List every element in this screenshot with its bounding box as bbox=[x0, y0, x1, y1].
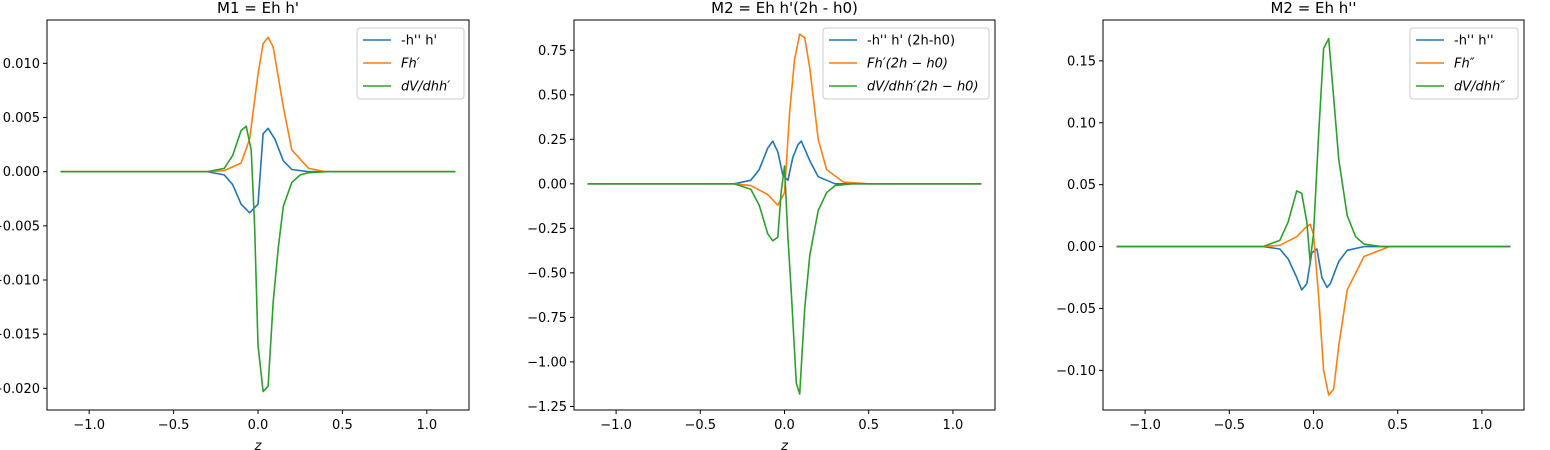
series-line-1-1 bbox=[60, 127, 456, 214]
legend-entry: Fh″ bbox=[1454, 57, 1475, 72]
legend: -h'' h'' Fh″ dV/dhh″ bbox=[1409, 27, 1519, 100]
y-tick-label: −0.010 bbox=[0, 274, 40, 289]
x-tick-label: 0.5 bbox=[858, 418, 879, 433]
x-axis-label: z bbox=[780, 439, 789, 450]
chart-title: M2 = Eh h'' bbox=[1270, 0, 1356, 17]
x-tick-label: 1.0 bbox=[1472, 418, 1493, 433]
x-tick-label: −1.0 bbox=[1129, 418, 1161, 433]
legend-entry: -h'' h'' bbox=[1454, 34, 1494, 49]
series-line-3-1 bbox=[1116, 245, 1511, 291]
y-tick-label: 0.75 bbox=[538, 44, 567, 59]
legend: -h'' h' (2h-h0) Fh′(2h − h0) dV/dhh′(2h − … bbox=[822, 27, 990, 100]
legend-frame bbox=[356, 27, 465, 100]
y-tick-label: −0.75 bbox=[527, 311, 567, 326]
x-tick-label: −0.5 bbox=[158, 418, 190, 433]
y-tick-label: −0.10 bbox=[1056, 364, 1096, 379]
legend-entry: Fh′(2h − h0) bbox=[867, 57, 948, 72]
chart-panel-2: −1.0 −0.5 0.0 0.5 1.0 0.75 0.50 0.25 0.00 −0.25 −0… bbox=[527, 0, 996, 450]
y-tick-label: 0.005 bbox=[3, 111, 40, 126]
x-tick-label: −0.5 bbox=[1214, 418, 1246, 433]
y-tick-label: −0.020 bbox=[0, 382, 40, 397]
y-tick-label: 0.00 bbox=[1067, 240, 1096, 255]
series-line-2-2 bbox=[587, 33, 982, 206]
legend-entry: Fh′ bbox=[401, 57, 420, 72]
x-tick-label: 0.0 bbox=[774, 418, 795, 433]
x-tick-label: −1.0 bbox=[73, 418, 105, 433]
x-tick-label: 0.5 bbox=[1387, 418, 1408, 433]
y-tick-label: −1.00 bbox=[527, 355, 567, 370]
x-axis-label: z bbox=[254, 439, 263, 450]
legend-entry: -h'' h' bbox=[401, 34, 437, 49]
legend-entry: -h'' h' (2h-h0) bbox=[867, 34, 955, 49]
chart-panel-1: −1.0 −0.5 0.0 0.5 1.0 0.010 0.005 0.000 −0.005 −0… bbox=[0, 0, 470, 450]
series-line-2-3 bbox=[587, 165, 982, 395]
x-tick-label: 1.0 bbox=[416, 418, 437, 433]
x-tick-label: 1.0 bbox=[943, 418, 964, 433]
series-line-1-2 bbox=[60, 36, 456, 173]
y-tick-label: −0.05 bbox=[1056, 302, 1096, 317]
x-tick-label: −0.5 bbox=[685, 418, 717, 433]
y-tick-label: 0.25 bbox=[538, 133, 567, 148]
y-tick-label: −0.50 bbox=[527, 266, 567, 281]
y-tick-label: −0.005 bbox=[0, 219, 40, 234]
y-tick-label: 0.05 bbox=[1067, 178, 1096, 193]
y-tick-label: 0.50 bbox=[538, 88, 567, 103]
x-tick-label: 0.5 bbox=[332, 418, 353, 433]
x-tick-label: 0.0 bbox=[1303, 418, 1324, 433]
chart-title: M1 = Eh h' bbox=[217, 0, 299, 17]
legend-entry: dV/dhh″ bbox=[1454, 80, 1505, 95]
y-tick-label: 0.010 bbox=[3, 57, 40, 72]
legend-frame bbox=[822, 27, 990, 100]
y-tick-label: 0.10 bbox=[1067, 116, 1096, 131]
legend-frame bbox=[1409, 27, 1519, 100]
y-tick-label: 0.00 bbox=[538, 177, 567, 192]
legend-entry: dV/dhh′ bbox=[401, 80, 450, 95]
series-line-3-3 bbox=[1116, 37, 1511, 263]
series-line-3-2 bbox=[1116, 223, 1511, 396]
chart-panel-3: −1.0 −0.5 0.0 0.5 1.0 0.15 0.10 0.05 0.00 −0.05 −0… bbox=[1056, 0, 1525, 433]
y-tick-label: 0.15 bbox=[1067, 54, 1096, 69]
x-tick-label: 0.0 bbox=[248, 418, 269, 433]
legend-entry: dV/dhh′(2h − h0) bbox=[867, 80, 979, 95]
series-line-1-3 bbox=[60, 125, 456, 393]
y-tick-label: 0.000 bbox=[3, 165, 40, 180]
x-tick-label: −1.0 bbox=[600, 418, 632, 433]
y-tick-label: −0.25 bbox=[527, 222, 567, 237]
legend: -h'' h' Fh′ dV/dhh′ bbox=[356, 27, 465, 100]
y-tick-label: −0.015 bbox=[0, 328, 40, 343]
y-tick-label: −1.25 bbox=[527, 400, 567, 415]
chart-title: M2 = Eh h'(2h - h0) bbox=[711, 0, 858, 17]
